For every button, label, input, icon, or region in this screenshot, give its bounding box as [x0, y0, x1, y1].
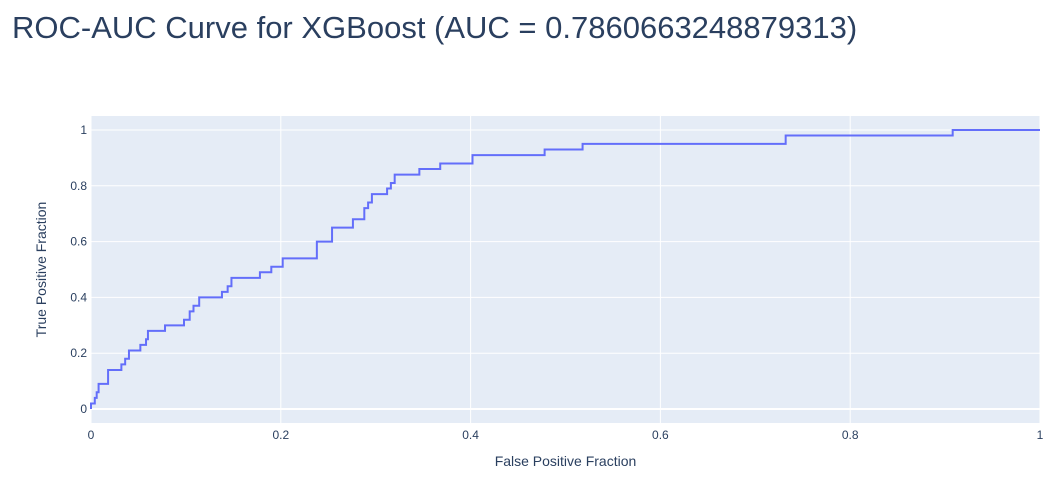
y-tick-label: 1 — [80, 123, 87, 137]
y-tick-label: 0.2 — [70, 346, 87, 360]
x-axis-title: False Positive Fraction — [495, 453, 637, 469]
x-tick-label: 0 — [88, 428, 95, 442]
roc-curve-line[interactable] — [90, 128, 1040, 410]
y-tick-label: 0.8 — [70, 179, 87, 193]
x-tick-label: 0.4 — [462, 428, 479, 442]
x-tick-label: 1 — [1037, 428, 1044, 442]
x-tick-label: 0.8 — [842, 428, 859, 442]
y-tick-label: 0.4 — [70, 290, 87, 304]
plot-area[interactable] — [91, 116, 1040, 423]
x-tick-label: 0.6 — [652, 428, 669, 442]
y-tick-label: 0 — [80, 402, 87, 416]
grid-lines — [90, 116, 1041, 423]
y-axis-title: True Positive Fraction — [33, 202, 49, 338]
chart-title: ROC-AUC Curve for XGBoost (AUC = 0.78606… — [12, 10, 858, 45]
y-axis-ticks: 0 0.2 0.4 0.6 0.8 1 — [70, 123, 87, 416]
x-tick-label: 0.2 — [272, 428, 289, 442]
y-tick-label: 0.6 — [70, 235, 87, 249]
x-axis-ticks: 0 0.2 0.4 0.6 0.8 1 — [88, 428, 1044, 442]
